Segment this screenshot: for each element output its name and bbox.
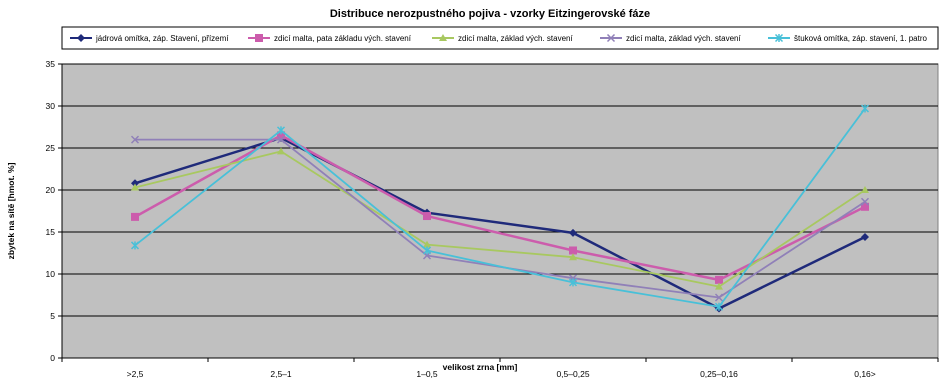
x-tick-label: 1–0,5 — [416, 369, 438, 379]
data-point — [568, 278, 578, 287]
y-tick-label: 20 — [46, 185, 56, 195]
data-point — [422, 246, 432, 255]
chart-title: Distribuce nerozpustného pojiva - vzorky… — [330, 8, 650, 20]
data-point — [860, 197, 870, 206]
data-point — [277, 147, 285, 155]
legend-label: zdicí malta, základ vých. stavení — [458, 34, 573, 43]
series-group — [130, 104, 870, 313]
series-5 — [130, 104, 870, 311]
x-tick-label: 0,16> — [854, 369, 876, 379]
data-point — [715, 275, 723, 284]
data-point — [860, 104, 870, 113]
legend: jádrová omítka, záp. Stavení, přízemí zdi… — [70, 33, 928, 43]
data-point — [715, 282, 723, 290]
legend-item-3: zdicí malta, základ vých. stavení — [432, 34, 573, 43]
data-point — [276, 135, 286, 144]
y-tick-label: 25 — [46, 143, 56, 153]
data-point — [861, 186, 869, 193]
plot-area — [61, 63, 939, 359]
series-3 — [131, 147, 869, 290]
data-point — [131, 183, 139, 191]
y-tick-label: 35 — [46, 59, 56, 69]
legend-label: zdicí malta, pata základu vých. stavení — [274, 34, 412, 43]
series-line — [134, 136, 866, 310]
legend-item-1: jádrová omítka, záp. Stavení, přízemí — [70, 34, 229, 43]
data-point — [569, 228, 577, 237]
axes: 0 5 10 15 20 25 30 35 >2,5 2,5–1 1–0,5 0,5–0,25 0,25… — [46, 59, 939, 379]
data-point — [77, 34, 85, 42]
data-point — [569, 246, 577, 255]
y-axis-label: zbytek na sítě [hmot. %] — [6, 162, 16, 259]
legend-label: jádrová omítka, záp. Stavení, přízemí — [95, 34, 229, 43]
data-point — [131, 212, 139, 221]
y-tick-label: 10 — [46, 269, 56, 279]
x-tick-label: 0,5–0,25 — [556, 369, 589, 379]
y-tick-label: 5 — [50, 311, 55, 321]
data-point — [276, 126, 286, 135]
legend-box — [61, 26, 939, 50]
data-point — [714, 293, 724, 302]
legend-label: štuková omítka, záp. stavení, 1. patro — [794, 34, 928, 43]
data-point — [423, 212, 431, 221]
data-point — [569, 253, 577, 261]
data-point — [131, 179, 139, 188]
x-tick-label: 0,25–0,16 — [700, 369, 738, 379]
legend-item-4: zdicí malta, základ vých. stavení — [600, 33, 741, 43]
x-tick-label: >2,5 — [127, 369, 144, 379]
x-tick-label: 2,5–1 — [270, 369, 292, 379]
legend-item-2: zdicí malta, pata základu vých. stavení — [248, 34, 412, 43]
y-tick-label: 15 — [46, 227, 56, 237]
y-tick-label: 0 — [50, 353, 55, 363]
x-axis-label: velikost zrna [mm] — [443, 362, 518, 372]
legend-label: zdicí malta, základ vých. stavení — [626, 34, 741, 43]
data-point — [255, 34, 263, 42]
data-point — [774, 33, 784, 43]
y-tick-label: 30 — [46, 101, 56, 111]
series-line — [134, 150, 866, 288]
data-point — [606, 33, 616, 43]
data-point — [277, 131, 285, 140]
data-point — [861, 202, 869, 211]
data-point — [423, 240, 431, 248]
data-point — [439, 34, 447, 41]
data-point — [714, 302, 724, 311]
series-line — [134, 107, 866, 308]
data-point — [130, 135, 140, 144]
legend-item-5: štuková omítka, záp. stavení, 1. patro — [768, 33, 928, 43]
data-point — [130, 241, 140, 250]
data-point — [861, 233, 869, 242]
